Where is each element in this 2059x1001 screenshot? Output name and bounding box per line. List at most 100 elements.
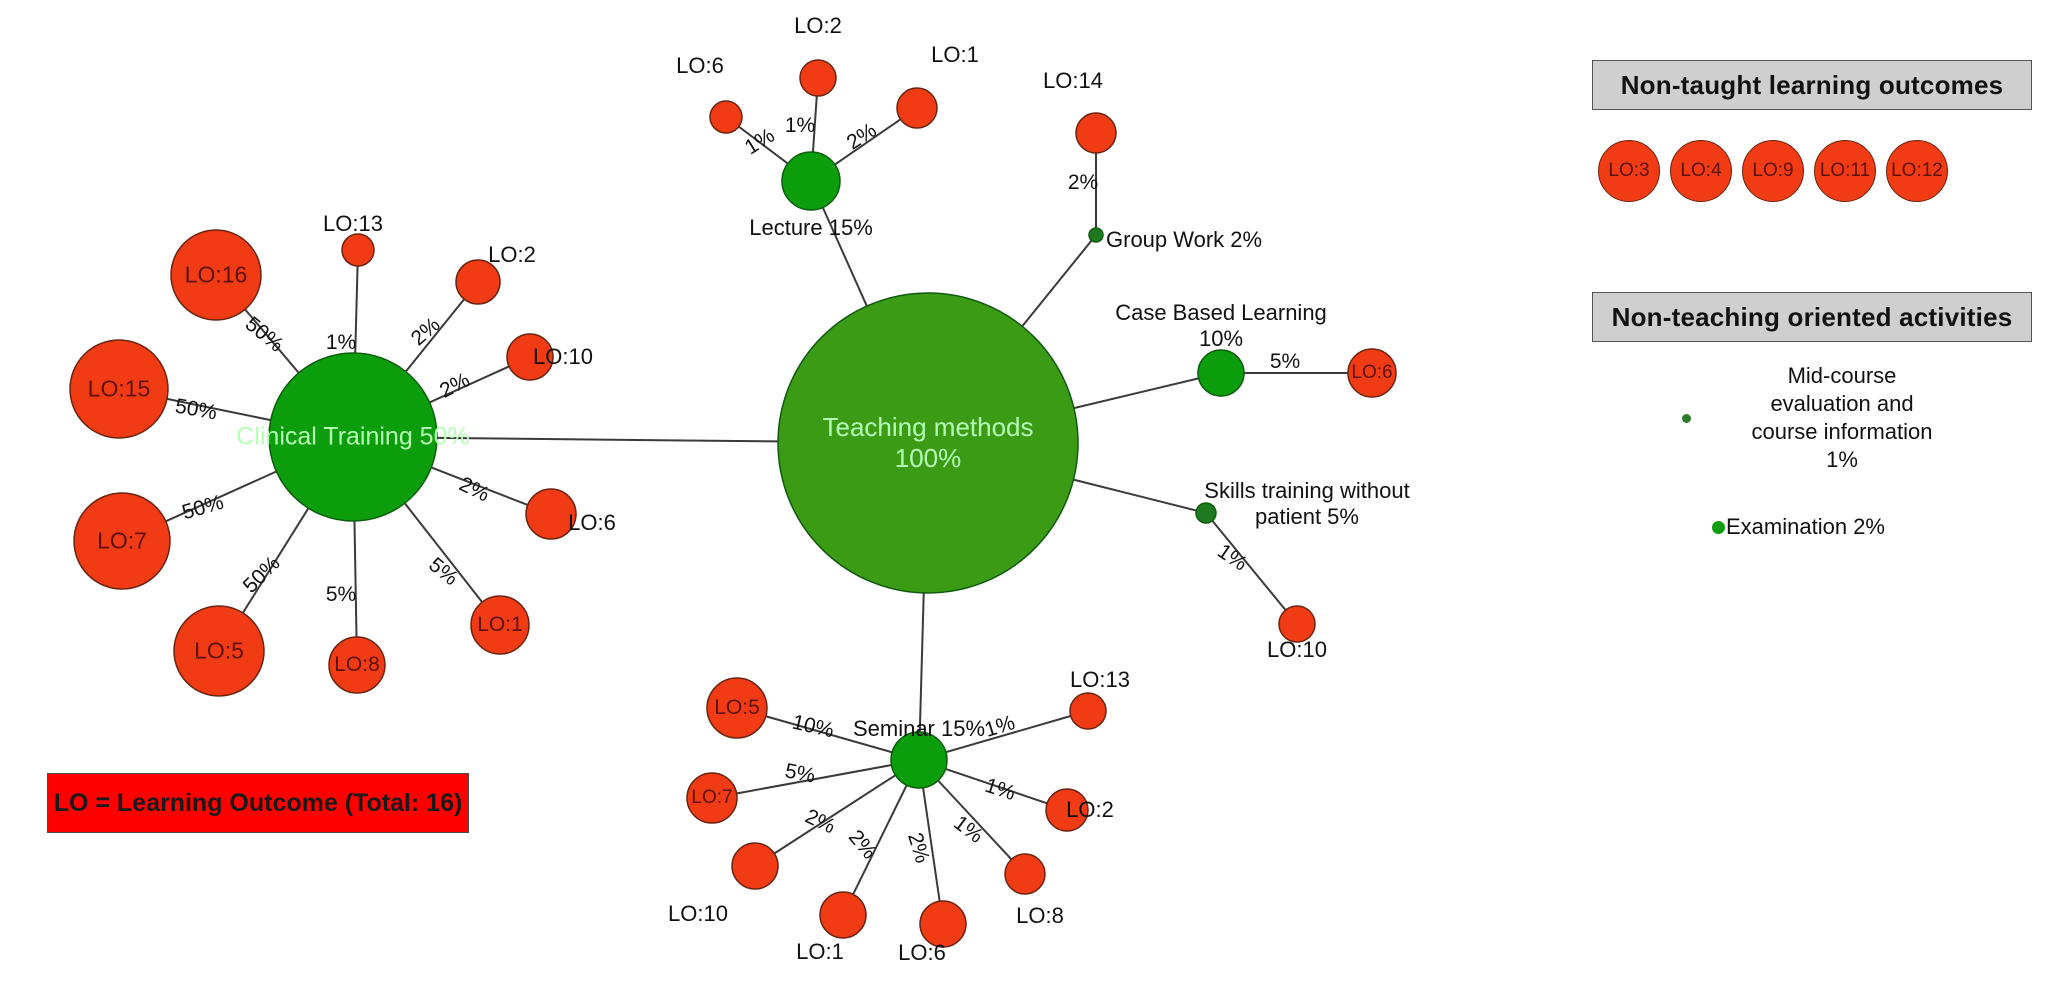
node-lo10-clinical-training-3[interactable]	[506, 333, 554, 381]
node-lo14-group-work-0[interactable]	[1075, 112, 1117, 154]
non-teaching-item-label: Examination 2%	[1726, 514, 1885, 539]
edge-seminar-lo5-0	[765, 715, 893, 754]
node-seminar-label: Seminar 15%	[852, 716, 986, 741]
non-taught-chip-list: LO:3 LO:4 LO:9 LO:11 LO:12	[1598, 140, 2028, 210]
node-lo14-group-work-0-pct: 2%	[1067, 171, 1099, 194]
node-group-work-label: Group Work 2%	[1106, 227, 1263, 252]
node-lo1-lecture-2-label: LO:1	[931, 42, 979, 67]
node-lo6-seminar-4[interactable]	[919, 900, 967, 948]
edge-root-lecture	[821, 207, 868, 307]
edge-seminar-lo13-7	[945, 715, 1071, 754]
edge-clinical-training-lo6-9	[430, 466, 529, 506]
edge-clinical-training-lo7-5	[165, 470, 277, 523]
node-clinical-training[interactable]	[268, 352, 438, 522]
edge-clinical-training-lo10-3	[429, 365, 510, 404]
non-taught-header: Non-taught learning outcomes	[1592, 60, 2032, 110]
non-taught-chip-lo9[interactable]: LO:9	[1742, 140, 1804, 202]
node-lo13-seminar-7-label: LO:13	[1070, 667, 1130, 692]
node-lo6-lecture-0-label: LO:6	[676, 53, 724, 78]
node-lo8-seminar-5[interactable]	[1004, 853, 1046, 895]
node-lo10-clinical-training-3-label: LO:10	[533, 344, 593, 369]
node-lo1-seminar-3[interactable]	[819, 891, 867, 939]
edge-seminar-lo7-1	[736, 764, 892, 795]
node-lo10-skills-training-0[interactable]	[1278, 605, 1316, 643]
node-lo7-seminar-1[interactable]	[686, 772, 738, 824]
node-lo13-clinical-training-1-pct: 1%	[325, 331, 357, 354]
node-lo14-group-work-0-label: LO:14	[1043, 68, 1103, 93]
edge-seminar-lo1-3	[852, 784, 908, 895]
edge-root-clinical-training	[436, 436, 779, 443]
edge-lecture-lo2-1	[811, 95, 818, 153]
edge-lecture-lo6-0	[738, 125, 789, 165]
edge-clinical-training-lo2-2	[404, 298, 465, 373]
node-group-work[interactable]	[1088, 227, 1104, 243]
node-case-based-learning-label: Case Based Learning 10%	[1115, 300, 1327, 351]
node-lo1-lecture-2[interactable]	[896, 87, 938, 129]
node-lo6-clinical-training-9[interactable]	[525, 488, 577, 540]
node-lo1-seminar-3-label: LO:1	[796, 939, 844, 964]
node-lo6-case-based-learning-0[interactable]	[1347, 348, 1397, 398]
edge-lecture-lo1-2	[834, 118, 902, 166]
non-taught-chip-lo11[interactable]: LO:11	[1814, 140, 1876, 202]
node-lo2-lecture-1[interactable]	[799, 59, 837, 97]
node-lo7-clinical-training-5[interactable]	[73, 492, 171, 590]
node-lo5-clinical-training-6[interactable]	[173, 605, 265, 697]
edge-root-group-work	[1021, 239, 1093, 327]
non-teaching-item-midcourse: Mid-course evaluation and course informati…	[1682, 362, 2012, 475]
non-taught-chip-lo4[interactable]: LO:4	[1670, 140, 1732, 202]
node-lecture[interactable]	[781, 151, 841, 211]
edge-seminar-lo8-5	[937, 779, 1013, 861]
node-lo6-lecture-0[interactable]	[709, 100, 743, 134]
edge-seminar-lo10-2	[773, 774, 897, 855]
non-teaching-item-examination: Examination 2%	[1712, 513, 2012, 541]
edge-seminar-lo6-4	[922, 787, 941, 902]
node-lo5-seminar-0[interactable]	[706, 677, 768, 739]
node-lo2-seminar-6[interactable]	[1045, 788, 1089, 832]
edge-layer	[165, 95, 1348, 902]
node-lo2-clinical-training-2[interactable]	[455, 259, 501, 305]
legend-footnote: LO = Learning Outcome (Total: 16)	[47, 773, 469, 833]
node-lo16-clinical-training-0[interactable]	[170, 229, 262, 321]
node-skills-training[interactable]	[1195, 502, 1217, 524]
edge-root-skills-training	[1073, 478, 1197, 512]
edge-clinical-training-lo5-6	[242, 507, 310, 614]
non-taught-chip-lo3[interactable]: LO:3	[1598, 140, 1660, 202]
edge-clinical-training-lo1-8	[403, 502, 483, 603]
node-lo13-seminar-7[interactable]	[1069, 692, 1107, 730]
node-case-based-learning[interactable]	[1197, 349, 1245, 397]
non-teaching-item-label: Mid-course evaluation and course informati…	[1751, 363, 1933, 473]
node-lo2-lecture-1-label: LO:2	[794, 13, 842, 38]
node-lo8-clinical-training-7-pct: 5%	[325, 583, 357, 606]
node-skills-training-label: Skills training without patient 5%	[1204, 478, 1410, 529]
edge-clinical-training-lo15-4	[166, 397, 271, 422]
node-lo10-seminar-2-label: LO:10	[668, 901, 728, 926]
node-lo8-clinical-training-7[interactable]	[328, 636, 386, 694]
node-lo10-skills-training-0-label: LO:10	[1267, 637, 1327, 662]
node-lo13-clinical-training-1-label: LO:13	[323, 211, 383, 236]
node-lecture-label: Lecture 15%	[749, 215, 873, 240]
node-lo6-seminar-4-label: LO:6	[898, 940, 946, 965]
node-teaching-methods[interactable]	[777, 292, 1079, 594]
node-lo2-clinical-training-2-label: LO:2	[488, 242, 536, 267]
node-lo1-clinical-training-8[interactable]	[470, 595, 530, 655]
green-dot-icon	[1682, 413, 1691, 423]
node-layer	[69, 59, 1397, 948]
non-taught-chip-lo12[interactable]: LO:12	[1886, 140, 1948, 202]
node-lo6-clinical-training-9-label: LO:6	[568, 510, 616, 535]
node-lo8-seminar-5-label: LO:8	[1016, 903, 1064, 928]
node-lo15-clinical-training-4[interactable]	[69, 339, 169, 439]
node-lo10-seminar-2[interactable]	[731, 842, 779, 890]
edge-root-seminar	[918, 592, 925, 733]
edge-skills-training-lo10-0	[1211, 520, 1287, 611]
node-lo2-lecture-1-pct: 1%	[784, 114, 816, 137]
node-lo6-case-based-learning-0-pct: 5%	[1269, 350, 1301, 373]
edge-clinical-training-lo8-7	[353, 520, 358, 638]
node-seminar[interactable]	[890, 731, 948, 789]
edge-clinical-training-lo13-1	[354, 265, 359, 354]
edge-seminar-lo2-6	[945, 768, 1048, 805]
node-lo13-clinical-training-1[interactable]	[341, 233, 375, 267]
edge-root-case-based-learning	[1073, 377, 1199, 410]
non-teaching-header: Non-teaching oriented activities	[1592, 292, 2032, 342]
